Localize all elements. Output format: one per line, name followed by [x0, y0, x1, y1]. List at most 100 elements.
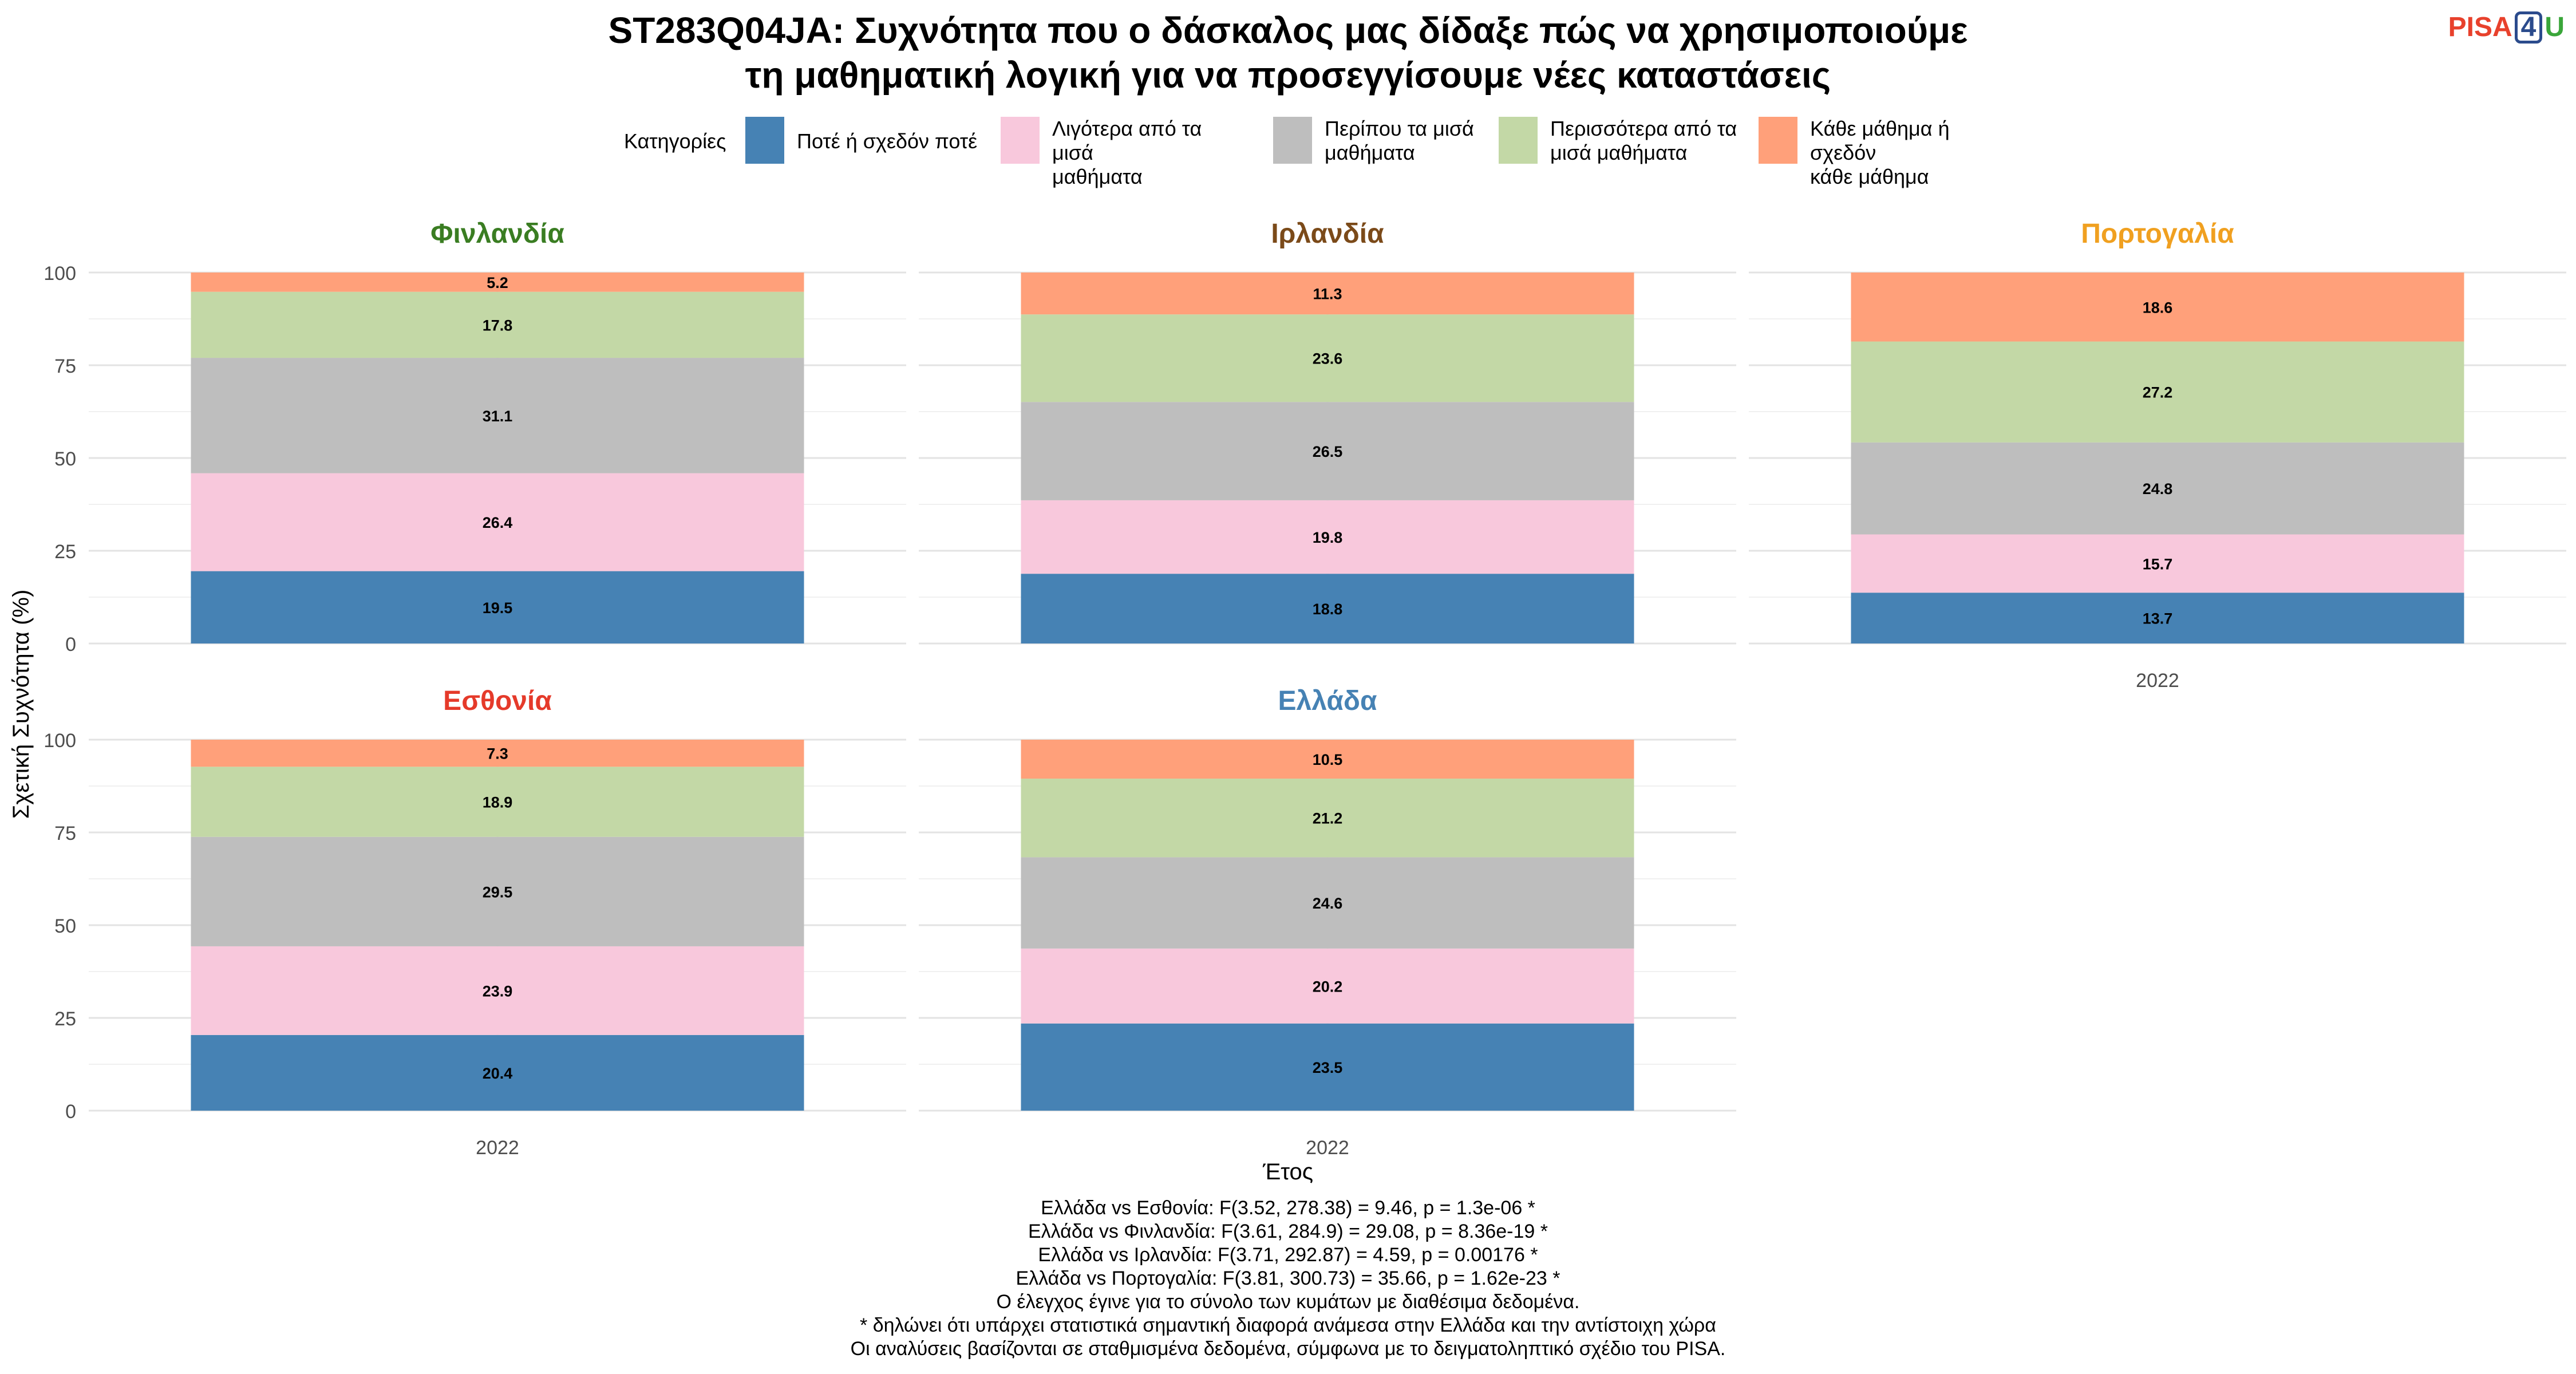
bar-segment-εσθονία-1: [191, 946, 804, 1035]
legend-label-never: Ποτέ ή σχεδόν ποτέ: [797, 129, 978, 153]
y-tick-label: 0: [65, 634, 76, 656]
data-label: 29.5: [483, 883, 513, 901]
y-tick-label: 25: [54, 541, 76, 563]
data-label: 10.5: [1313, 751, 1343, 768]
facet-title-φινλανδία: Φινλανδία: [430, 219, 564, 249]
y-tick-label: 75: [54, 356, 76, 377]
bar-segment-ελλάδα-1: [1021, 948, 1634, 1024]
y-tick-label: 25: [54, 1008, 76, 1030]
note-line-3: Ελλάδα vs Ιρλανδία: F(3.71, 292.87) = 4.…: [1038, 1244, 1538, 1266]
facet-title-ιρλανδία: Ιρλανδία: [1271, 219, 1384, 249]
legend-key-more-than-half: [1499, 117, 1538, 164]
y-tick-label: 100: [44, 263, 76, 285]
data-label: 26.5: [1313, 443, 1343, 460]
data-label: 19.8: [1313, 529, 1343, 546]
legend-key-less-than-half: [1001, 117, 1040, 164]
data-label: 17.8: [483, 317, 513, 334]
bar-segment-φινλανδία-4: [191, 273, 804, 292]
bar-segment-εσθονία-0: [191, 1035, 804, 1111]
y-axis-title: Σχετική Συχνότητα (%): [9, 590, 34, 819]
x-tick-label: 2022: [2136, 670, 2179, 692]
legend-label-less-than-half: Λιγότερα από τα μισά μαθήματα: [1052, 117, 1202, 188]
data-label: 5.2: [487, 274, 508, 291]
note-line-4: Ελλάδα vs Πορτογαλία: F(3.81, 300.73) = …: [1016, 1268, 1560, 1289]
facet-title-πορτογαλία: Πορτογαλία: [2081, 219, 2234, 249]
legend-label-about-half: Περίπου τα μισά μαθήματα: [1325, 117, 1474, 164]
bar-segment-ιρλανδία-3: [1021, 314, 1634, 402]
data-label: 18.9: [483, 794, 513, 811]
bar-segment-πορτογαλία-1: [1851, 534, 2464, 593]
y-tick-label: 0: [65, 1101, 76, 1123]
facet-panel: Ελλάδα 23.5 20.2 24.6 21.2 10.5 2022: [919, 686, 1736, 1156]
note-line-6: * δηλώνει ότι υπάρχει στατιστικά σημαντι…: [860, 1314, 1716, 1336]
facet-title-ελλάδα: Ελλάδα: [1278, 686, 1377, 716]
chart-title: ST283Q04JA: Συχνότητα που ο δάσκαλος μας…: [0, 8, 2576, 97]
chart-title-line-2: τη μαθηματική λογική για να προσεγγίσουμ…: [745, 54, 1831, 96]
legend-key-about-half: [1273, 117, 1312, 164]
data-label: 18.6: [2143, 299, 2173, 316]
facet-panel: Πορτογαλία 13.7 15.7 24.8 27.2 18.6 2022: [1749, 219, 2566, 692]
legend-label-more-than-half: Περισσότερα από τα μισά μαθήματα: [1550, 117, 1737, 164]
data-label: 19.5: [483, 599, 513, 617]
legend-label-every-lesson: Κάθε μάθημα ή σχεδόν κάθε μάθημα: [1810, 117, 1950, 188]
logo-text-pisa: PISA: [2448, 12, 2512, 42]
facet-panel: Ιρλανδία 18.8 19.8 26.5 23.6 11.3: [919, 219, 1736, 645]
legend-title: Κατηγορίες: [624, 129, 726, 153]
bar-segment-πορτογαλία-3: [1851, 341, 2464, 443]
bar-segment-ελλάδα-4: [1021, 740, 1634, 779]
bar-segment-ιρλανδία-1: [1021, 500, 1634, 574]
statistical-notes: Ελλάδα vs Εσθονία: F(3.52, 278.38) = 9.4…: [0, 1197, 2576, 1361]
bar-segment-εσθονία-3: [191, 767, 804, 837]
data-label: 21.2: [1313, 810, 1343, 827]
facet-title-εσθονία: Εσθονία: [443, 686, 552, 716]
legend-key-every-lesson: [1759, 117, 1797, 164]
bar-segment-πορτογαλία-2: [1851, 442, 2464, 535]
bar-segment-φινλανδία-3: [191, 291, 804, 358]
x-tick-label: 2022: [476, 1137, 519, 1156]
bar-segment-φινλανδία-1: [191, 473, 804, 571]
data-label: 20.4: [483, 1065, 513, 1082]
logo-text-u: U: [2545, 12, 2565, 42]
data-label: 26.4: [483, 514, 513, 531]
bar-segment-πορτογαλία-4: [1851, 273, 2464, 342]
data-label: 23.6: [1313, 350, 1343, 368]
bar-segment-ελλάδα-0: [1021, 1023, 1634, 1111]
data-label: 27.2: [2143, 384, 2173, 401]
data-label: 18.8: [1313, 601, 1343, 618]
bar-segment-ιρλανδία-0: [1021, 574, 1634, 643]
x-tick-label: 2022: [1306, 1137, 1349, 1156]
pisa4u-logo: PISA 4 U: [2448, 10, 2565, 45]
data-label: 13.7: [2143, 610, 2173, 627]
bar-segment-ιρλανδία-4: [1021, 273, 1634, 315]
bar-segment-φινλανδία-0: [191, 571, 804, 643]
y-tick-label: 75: [54, 823, 76, 844]
y-axis-title-svg: Σχετική Συχνότητα (%): [9, 590, 34, 819]
bar-segment-ελλάδα-2: [1021, 857, 1634, 949]
bar-segment-εσθονία-4: [191, 740, 804, 767]
data-label: 11.3: [1313, 286, 1342, 303]
x-axis-title: Έτος: [1262, 1159, 1314, 1185]
data-label: 24.8: [2143, 480, 2173, 498]
data-label: 23.5: [1313, 1059, 1343, 1076]
data-label: 7.3: [487, 745, 508, 763]
legend: Κατηγορίες Ποτέ ή σχεδόν ποτέ Λιγότερα α…: [0, 112, 2576, 188]
y-tick-label: 50: [54, 448, 76, 470]
note-line-7: Οι αναλύσεις βασίζονται σε σταθμισμένα δ…: [850, 1338, 1726, 1360]
data-label: 31.1: [483, 408, 513, 425]
data-label: 23.9: [483, 982, 513, 1000]
legend-key-never: [745, 117, 784, 164]
bar-segment-εσθονία-2: [191, 836, 804, 946]
logo-text-4: 4: [2514, 11, 2543, 44]
bar-segment-ιρλανδία-2: [1021, 402, 1634, 500]
note-line-2: Ελλάδα vs Φινλανδία: F(3.61, 284.9) = 29…: [1028, 1221, 1548, 1242]
bar-segment-φινλανδία-2: [191, 358, 804, 473]
faceted-stacked-bar-chart: Φινλανδία 0 25 50 75 100 19.5 26.4 31.1 17.8 5.2 Ιρ…: [44, 219, 2566, 1156]
bar-segment-ελλάδα-3: [1021, 779, 1634, 858]
data-label: 24.6: [1313, 895, 1343, 912]
bar-segment-πορτογαλία-0: [1851, 593, 2464, 643]
y-tick-label: 50: [54, 915, 76, 937]
data-label: 15.7: [2143, 555, 2173, 572]
note-line-1: Ελλάδα vs Εσθονία: F(3.52, 278.38) = 9.4…: [1041, 1197, 1535, 1219]
facet-panel: Εσθονία 0 25 50 75 100 20.4 23.9 29.5 18.9 7.3 2022: [44, 686, 906, 1156]
chart-title-line-1: ST283Q04JA: Συχνότητα που ο δάσκαλος μας…: [608, 10, 1968, 51]
